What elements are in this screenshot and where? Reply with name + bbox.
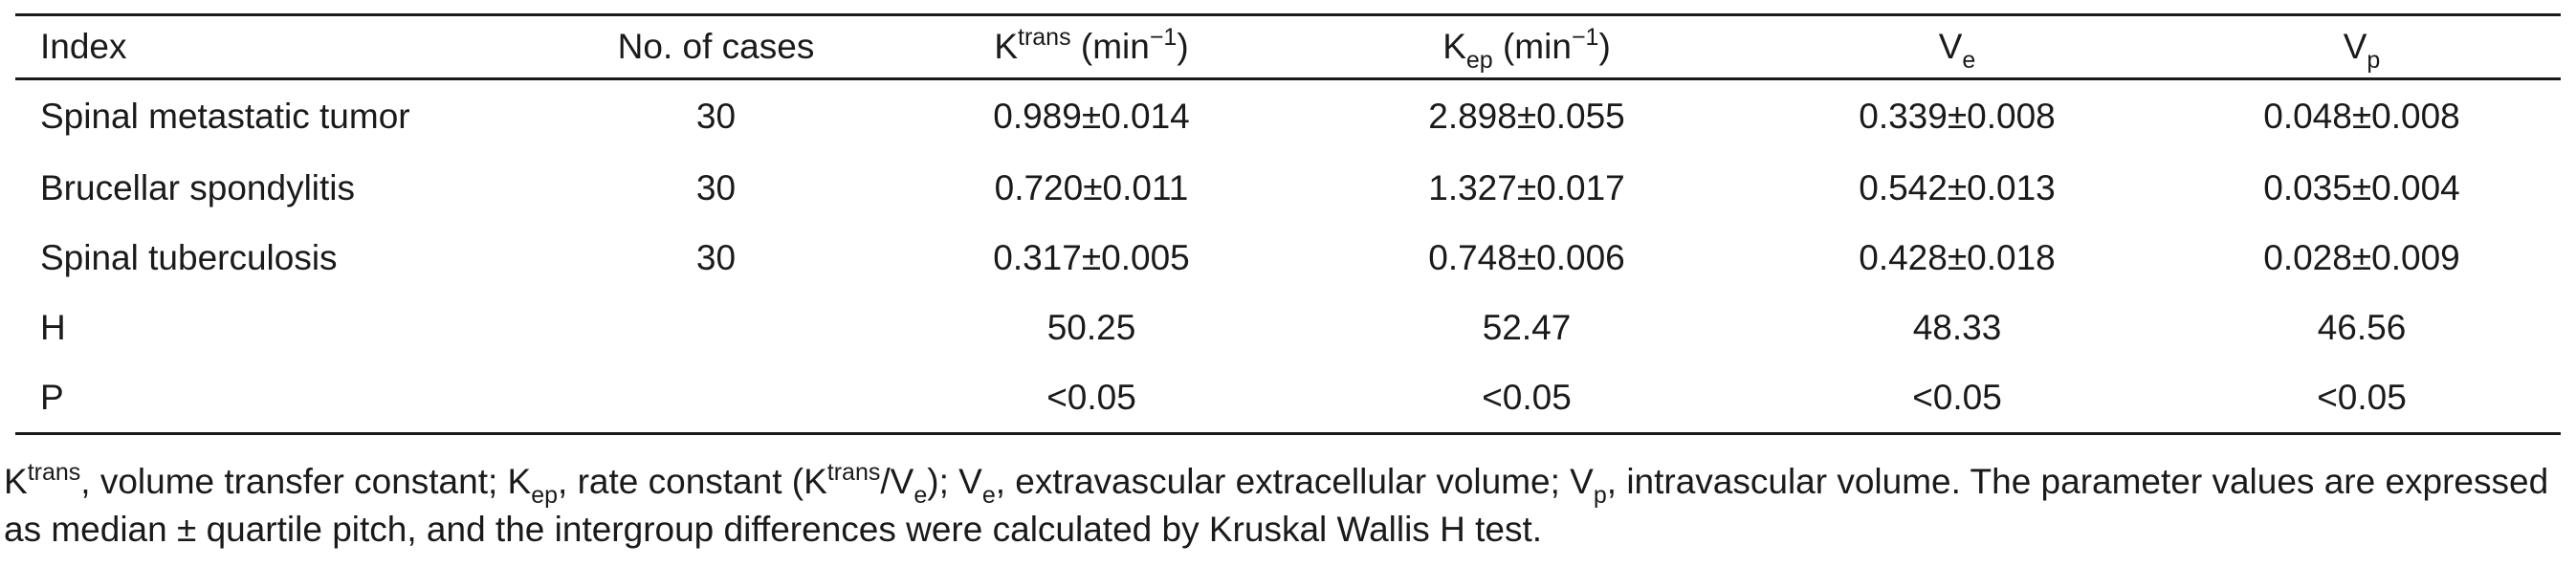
cell-cases: 30 bbox=[695, 97, 737, 136]
table-body: Spinal metastatic tumor 30 0.989±0.014 2… bbox=[15, 79, 2561, 434]
cell-ktrans: 0.317±0.005 bbox=[993, 237, 1190, 277]
header-kep: Kep (min−1) bbox=[1442, 24, 1611, 74]
table-header: Index No. of cases Ktrans (min−1) Kep (m… bbox=[15, 14, 2561, 79]
cell-vp: <0.05 bbox=[2317, 377, 2407, 417]
cell-kep: 1.327±0.017 bbox=[1428, 167, 1625, 207]
cell-ktrans: 0.720±0.011 bbox=[994, 167, 1189, 207]
cell-cases: 30 bbox=[695, 237, 737, 277]
header-cases: No. of cases bbox=[617, 27, 815, 66]
cell-vp: 46.56 bbox=[2317, 307, 2407, 347]
cell-ktrans: 0.989±0.014 bbox=[993, 97, 1190, 136]
table-row: Spinal metastatic tumor 30 0.989±0.014 2… bbox=[15, 79, 2561, 154]
data-table-container: Index No. of cases Ktrans (min−1) Kep (m… bbox=[15, 13, 2561, 435]
cell-ve: 0.339±0.008 bbox=[1859, 97, 2056, 136]
cell-vp: 0.048±0.008 bbox=[2263, 97, 2460, 136]
cell-index: Spinal metastatic tumor bbox=[40, 97, 410, 136]
table-row: P <0.05 <0.05 <0.05 <0.05 bbox=[15, 362, 2561, 434]
table-row: Brucellar spondylitis 30 0.720±0.011 1.3… bbox=[15, 153, 2561, 223]
cell-cases: 30 bbox=[695, 167, 737, 207]
cell-ve: 48.33 bbox=[1912, 307, 2002, 347]
cell-kep: 0.748±0.006 bbox=[1428, 237, 1625, 277]
cell-cases bbox=[551, 362, 881, 434]
cell-vp: 0.035±0.004 bbox=[2263, 167, 2460, 207]
cell-ktrans: <0.05 bbox=[1046, 377, 1136, 417]
results-table: Index No. of cases Ktrans (min−1) Kep (m… bbox=[15, 13, 2561, 435]
cell-ktrans: 50.25 bbox=[1046, 307, 1136, 347]
header-ve: Ve bbox=[1938, 27, 1976, 74]
cell-ve: 0.542±0.013 bbox=[1859, 167, 2056, 207]
cell-index: H bbox=[40, 307, 66, 347]
cell-vp: 0.028±0.009 bbox=[2263, 237, 2460, 277]
header-vp: Vp bbox=[2343, 27, 2381, 74]
header-row: Index No. of cases Ktrans (min−1) Kep (m… bbox=[15, 14, 2561, 79]
cell-index: Spinal tuberculosis bbox=[40, 237, 338, 277]
cell-index: P bbox=[40, 377, 64, 417]
header-index: Index bbox=[40, 27, 127, 66]
cell-ve: <0.05 bbox=[1912, 377, 2002, 417]
cell-kep: 2.898±0.055 bbox=[1428, 97, 1625, 136]
cell-kep: <0.05 bbox=[1482, 377, 1572, 417]
cell-index: Brucellar spondylitis bbox=[40, 167, 356, 207]
table-row: Spinal tuberculosis 30 0.317±0.005 0.748… bbox=[15, 223, 2561, 293]
table-row: H 50.25 52.47 48.33 46.56 bbox=[15, 293, 2561, 362]
header-ktrans: Ktrans (min−1) bbox=[994, 24, 1189, 67]
cell-cases bbox=[551, 293, 881, 362]
table-footnote: Ktrans, volume transfer constant; Kep, r… bbox=[4, 459, 2549, 550]
cell-kep: 52.47 bbox=[1482, 307, 1572, 347]
cell-ve: 0.428±0.018 bbox=[1859, 237, 2056, 277]
